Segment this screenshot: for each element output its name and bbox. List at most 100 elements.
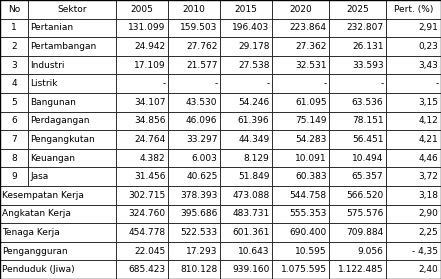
- Bar: [168, 205, 220, 223]
- Text: 56.451: 56.451: [352, 135, 384, 144]
- Text: -: -: [162, 79, 165, 88]
- Bar: [220, 223, 272, 242]
- Bar: [0, 205, 116, 223]
- Bar: [28, 149, 116, 167]
- Text: 2025: 2025: [346, 5, 369, 14]
- Bar: [116, 130, 168, 149]
- Bar: [329, 205, 386, 223]
- Text: -: -: [435, 79, 438, 88]
- Bar: [329, 74, 386, 93]
- Bar: [116, 149, 168, 167]
- Bar: [0, 37, 28, 56]
- Bar: [168, 186, 220, 205]
- Bar: [28, 19, 116, 37]
- Bar: [116, 167, 168, 186]
- Text: Sektor: Sektor: [57, 5, 87, 14]
- Bar: [0, 242, 116, 260]
- Text: Pert. (%): Pert. (%): [394, 5, 433, 14]
- Text: 232.807: 232.807: [346, 23, 384, 32]
- Bar: [272, 205, 329, 223]
- Text: 10.091: 10.091: [295, 154, 326, 163]
- Bar: [116, 93, 168, 112]
- Text: 2,40: 2,40: [419, 265, 438, 274]
- Text: 65.357: 65.357: [352, 172, 384, 181]
- Text: 34.856: 34.856: [134, 116, 165, 125]
- Bar: [220, 56, 272, 74]
- Bar: [329, 37, 386, 56]
- Bar: [329, 93, 386, 112]
- Text: 454.778: 454.778: [128, 228, 165, 237]
- Bar: [28, 112, 116, 130]
- Text: 27.762: 27.762: [186, 42, 217, 51]
- Text: 3,15: 3,15: [419, 98, 438, 107]
- Text: 43.530: 43.530: [186, 98, 217, 107]
- Bar: [0, 149, 28, 167]
- Text: 302.715: 302.715: [128, 191, 165, 200]
- Text: 8.129: 8.129: [244, 154, 269, 163]
- Text: 7: 7: [11, 135, 17, 144]
- Text: 24.942: 24.942: [135, 42, 165, 51]
- Text: -: -: [214, 79, 217, 88]
- Bar: [220, 149, 272, 167]
- Text: 601.361: 601.361: [232, 228, 269, 237]
- Text: 2005: 2005: [131, 5, 153, 14]
- Text: 575.576: 575.576: [346, 210, 384, 218]
- Bar: [329, 167, 386, 186]
- Bar: [272, 93, 329, 112]
- Text: 2015: 2015: [235, 5, 258, 14]
- Bar: [386, 167, 441, 186]
- Bar: [220, 74, 272, 93]
- Bar: [220, 242, 272, 260]
- Text: 46.096: 46.096: [186, 116, 217, 125]
- Text: 2,91: 2,91: [419, 23, 438, 32]
- Bar: [0, 112, 28, 130]
- Bar: [220, 130, 272, 149]
- Text: Pertanian: Pertanian: [30, 23, 74, 32]
- Bar: [272, 242, 329, 260]
- Bar: [386, 242, 441, 260]
- Text: 29.178: 29.178: [238, 42, 269, 51]
- Bar: [272, 56, 329, 74]
- Bar: [272, 186, 329, 205]
- Text: 33.297: 33.297: [186, 135, 217, 144]
- Text: 555.353: 555.353: [289, 210, 326, 218]
- Text: 4,46: 4,46: [419, 154, 438, 163]
- Text: 2,25: 2,25: [419, 228, 438, 237]
- Text: 3: 3: [11, 61, 17, 69]
- Text: 22.045: 22.045: [134, 247, 165, 256]
- Text: 2020: 2020: [289, 5, 312, 14]
- Bar: [220, 19, 272, 37]
- Bar: [329, 149, 386, 167]
- Bar: [220, 37, 272, 56]
- Bar: [329, 186, 386, 205]
- Bar: [28, 74, 116, 93]
- Text: 2,90: 2,90: [419, 210, 438, 218]
- Text: 2: 2: [11, 42, 17, 51]
- Text: 10.643: 10.643: [238, 247, 269, 256]
- Bar: [28, 130, 116, 149]
- Text: 75.149: 75.149: [295, 116, 326, 125]
- Bar: [386, 19, 441, 37]
- Bar: [28, 0, 116, 19]
- Text: 3,18: 3,18: [419, 191, 438, 200]
- Text: 6: 6: [11, 116, 17, 125]
- Bar: [329, 130, 386, 149]
- Text: 61.396: 61.396: [238, 116, 269, 125]
- Bar: [116, 0, 168, 19]
- Bar: [220, 186, 272, 205]
- Bar: [168, 260, 220, 279]
- Text: Pertambangan: Pertambangan: [30, 42, 97, 51]
- Bar: [220, 205, 272, 223]
- Text: 131.099: 131.099: [128, 23, 165, 32]
- Text: Tenaga Kerja: Tenaga Kerja: [3, 228, 60, 237]
- Bar: [329, 242, 386, 260]
- Text: -: -: [380, 79, 384, 88]
- Text: 685.423: 685.423: [128, 265, 165, 274]
- Text: -: -: [266, 79, 269, 88]
- Bar: [116, 112, 168, 130]
- Bar: [116, 19, 168, 37]
- Bar: [168, 242, 220, 260]
- Bar: [116, 223, 168, 242]
- Bar: [0, 223, 116, 242]
- Text: 566.520: 566.520: [346, 191, 384, 200]
